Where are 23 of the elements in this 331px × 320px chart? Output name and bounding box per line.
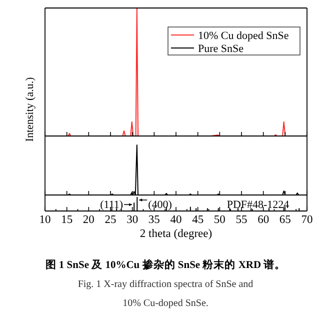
x-tick-label: 20 xyxy=(82,214,95,226)
x-tick-label: 45 xyxy=(192,214,204,226)
annotation: (400) xyxy=(148,199,172,211)
x-tick-label: 55 xyxy=(236,214,248,226)
x-tick-label: 65 xyxy=(279,214,292,226)
caption: 图 1 SnSe 及 10%Cu 掺杂的 SnSe 粉末的 XRD 谱。 xyxy=(45,258,286,271)
y-axis-title: Intensity (a.u.) xyxy=(24,76,36,142)
x-tick-label: 30 xyxy=(126,214,138,226)
x-axis-title: 2 theta (degree) xyxy=(140,228,212,240)
text: 10% Cu-doped SnSe. xyxy=(122,298,208,309)
x-tick-label: 50 xyxy=(214,214,226,226)
x-tick-label: 70 xyxy=(301,214,313,226)
x-tick-label: 10 xyxy=(39,214,51,226)
x-tick-label: 40 xyxy=(170,214,182,226)
legend-label: 10% Cu doped SnSe xyxy=(198,30,289,42)
annotation: PDF#48-1224 xyxy=(226,199,290,211)
annotation: (111) xyxy=(100,199,124,211)
x-tick-label: 60 xyxy=(258,214,270,226)
x-tick-label: 15 xyxy=(61,214,73,226)
caption: Fig. 1 X-ray diffraction spectra of SnSe and xyxy=(78,279,254,290)
x-tick-label: 25 xyxy=(104,214,116,226)
text: Pure SnSe xyxy=(198,43,244,55)
x-tick-label: 35 xyxy=(148,214,160,226)
